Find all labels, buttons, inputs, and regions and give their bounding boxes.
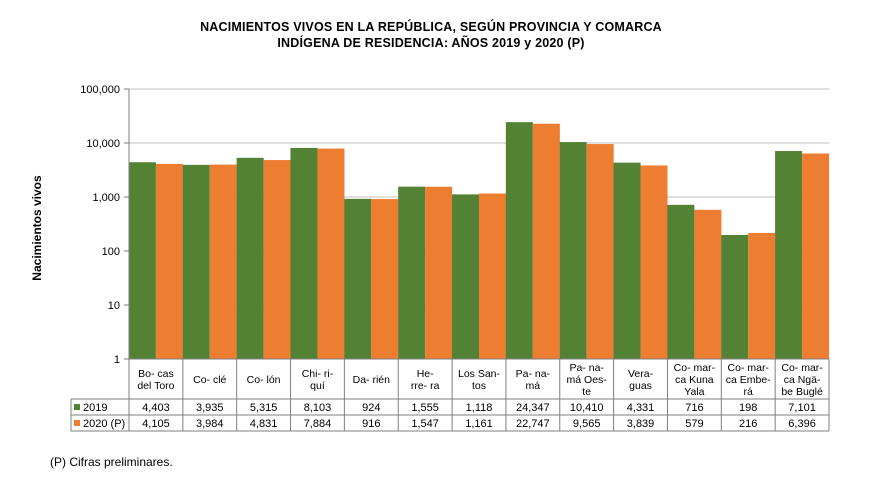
category-label: Pa- na- <box>569 362 604 374</box>
bar-2019 <box>505 122 533 359</box>
data-label: 3,935 <box>196 402 224 414</box>
footnote: (P) Cifras preliminares. <box>50 455 173 469</box>
category-label: Vera- <box>628 368 654 380</box>
category-label: te <box>582 386 591 398</box>
data-label: 916 <box>362 418 380 430</box>
y-axis-label: Nacimientos vivos <box>30 175 44 281</box>
bar-2020p <box>479 193 506 359</box>
category-label: má <box>526 380 541 392</box>
bar-2019 <box>721 234 749 359</box>
data-label: 1,161 <box>465 418 493 430</box>
category-label: ca Embe- <box>726 374 771 386</box>
data-label: 3,839 <box>627 418 655 430</box>
y-tick-label: 100 <box>102 246 120 258</box>
category-label: rá <box>744 386 753 398</box>
category-label: tos <box>472 380 486 392</box>
bar-2020p <box>209 164 237 359</box>
data-label: 4,403 <box>142 402 170 414</box>
data-label: 3,984 <box>196 418 224 430</box>
data-label: 198 <box>739 402 757 414</box>
bar-2020p <box>155 163 183 359</box>
bar-2020p <box>586 144 614 359</box>
bar-2019 <box>128 162 156 359</box>
data-label: 22,747 <box>516 418 550 430</box>
category-label: Co- clé <box>193 374 226 386</box>
category-label: rre- ra <box>411 380 440 392</box>
category-label: Bo- cas <box>138 368 174 380</box>
data-label: 6,396 <box>788 418 816 430</box>
bar-2020p <box>748 232 776 359</box>
data-label: 10,410 <box>570 402 604 414</box>
category-label: del Toro <box>137 380 174 392</box>
y-tick-label: 10,000 <box>86 138 120 150</box>
data-label: 4,105 <box>142 418 170 430</box>
category-label: ca Kuna <box>675 374 714 386</box>
data-label: 1,555 <box>411 402 439 414</box>
data-label: 7,884 <box>304 418 332 430</box>
bar-2020p <box>694 209 722 359</box>
bar-2020p <box>640 165 668 359</box>
legend-label: 2020 (P) <box>83 418 125 430</box>
data-label: 7,101 <box>788 402 816 414</box>
category-label: Co- mar- <box>781 362 823 374</box>
bar-2019 <box>775 151 803 359</box>
y-tick-label: 1,000 <box>92 192 120 204</box>
bar-2020p <box>317 148 345 359</box>
bar-2019 <box>559 142 587 359</box>
data-label: 1,547 <box>411 418 439 430</box>
category-label: Co- mar- <box>728 362 770 374</box>
bar-2020p <box>425 186 453 359</box>
bar-2019 <box>613 162 641 359</box>
category-label: Da- rién <box>353 374 391 386</box>
bar-2019 <box>398 186 426 359</box>
category-label: Chi- ri- <box>302 368 334 380</box>
data-label: 924 <box>362 402 380 414</box>
data-label: 4,831 <box>250 418 278 430</box>
category-label: be Buglé <box>781 386 823 398</box>
y-tick-label: 100,000 <box>80 84 120 96</box>
category-label: Yala <box>684 386 704 398</box>
category-label: ca Ngä- <box>784 374 821 386</box>
category-label: He- <box>417 368 434 380</box>
category-label: Los San- <box>458 368 501 380</box>
data-label: 216 <box>739 418 757 430</box>
bar-2019 <box>236 157 264 359</box>
chart-title-line-2: INDÍGENA DE RESIDENCIA: AÑOS 2019 y 2020… <box>277 36 585 50</box>
data-label: 4,331 <box>627 402 655 414</box>
y-tick-label: 1 <box>114 354 120 366</box>
data-label: 24,347 <box>516 402 550 414</box>
data-label: 5,315 <box>250 402 278 414</box>
bar-2020p <box>802 153 830 359</box>
category-label: Co- mar- <box>674 362 716 374</box>
bar-2019 <box>290 147 318 359</box>
data-label: 9,565 <box>573 418 601 430</box>
bar-2019 <box>452 194 479 359</box>
category-label: má Oes- <box>567 374 608 386</box>
category-label: quí <box>310 380 325 392</box>
bar-2019 <box>667 204 695 359</box>
legend-label: 2019 <box>83 402 107 414</box>
data-label: 1,118 <box>466 402 493 414</box>
bar-2020p <box>263 160 291 359</box>
category-label: Pa- na- <box>516 368 551 380</box>
legend-key-2019 <box>74 404 80 410</box>
bar-2019 <box>344 198 372 359</box>
data-label: 8,103 <box>304 402 332 414</box>
chart-title-line-1: NACIMIENTOS VIVOS EN LA REPÚBLICA, SEGÚN… <box>200 20 662 34</box>
data-label: 716 <box>685 402 703 414</box>
bar-2019 <box>182 164 210 359</box>
y-tick-label: 10 <box>108 300 120 312</box>
data-label: 579 <box>685 418 703 430</box>
bar-2020p <box>371 199 399 359</box>
legend-key-2020p <box>74 420 80 426</box>
category-label: guas <box>629 380 652 392</box>
category-label: Co- lón <box>247 374 281 386</box>
bar-2020p <box>532 123 560 359</box>
